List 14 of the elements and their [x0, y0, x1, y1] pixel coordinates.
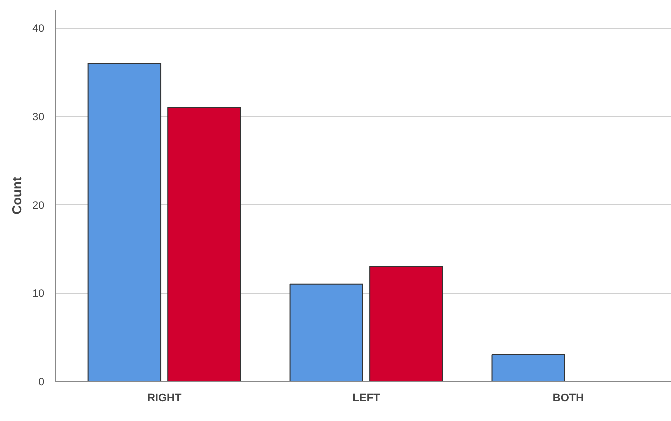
- bar: [290, 284, 364, 382]
- y-tick-label: 40: [32, 23, 45, 36]
- x-tick-label: RIGHT: [147, 392, 182, 404]
- y-tick-label: 20: [32, 200, 45, 212]
- y-tick-label: 30: [32, 112, 45, 124]
- y-axis-title: Count: [10, 176, 25, 215]
- bar: [492, 354, 566, 382]
- x-tick-label: LEFT: [352, 392, 381, 404]
- bar: [168, 107, 242, 382]
- y-tick-label: 10: [32, 288, 45, 300]
- bar: [88, 63, 162, 382]
- y-tick-label: 0: [38, 376, 45, 388]
- x-tick-label: BOTH: [552, 392, 584, 404]
- bar: [370, 266, 444, 382]
